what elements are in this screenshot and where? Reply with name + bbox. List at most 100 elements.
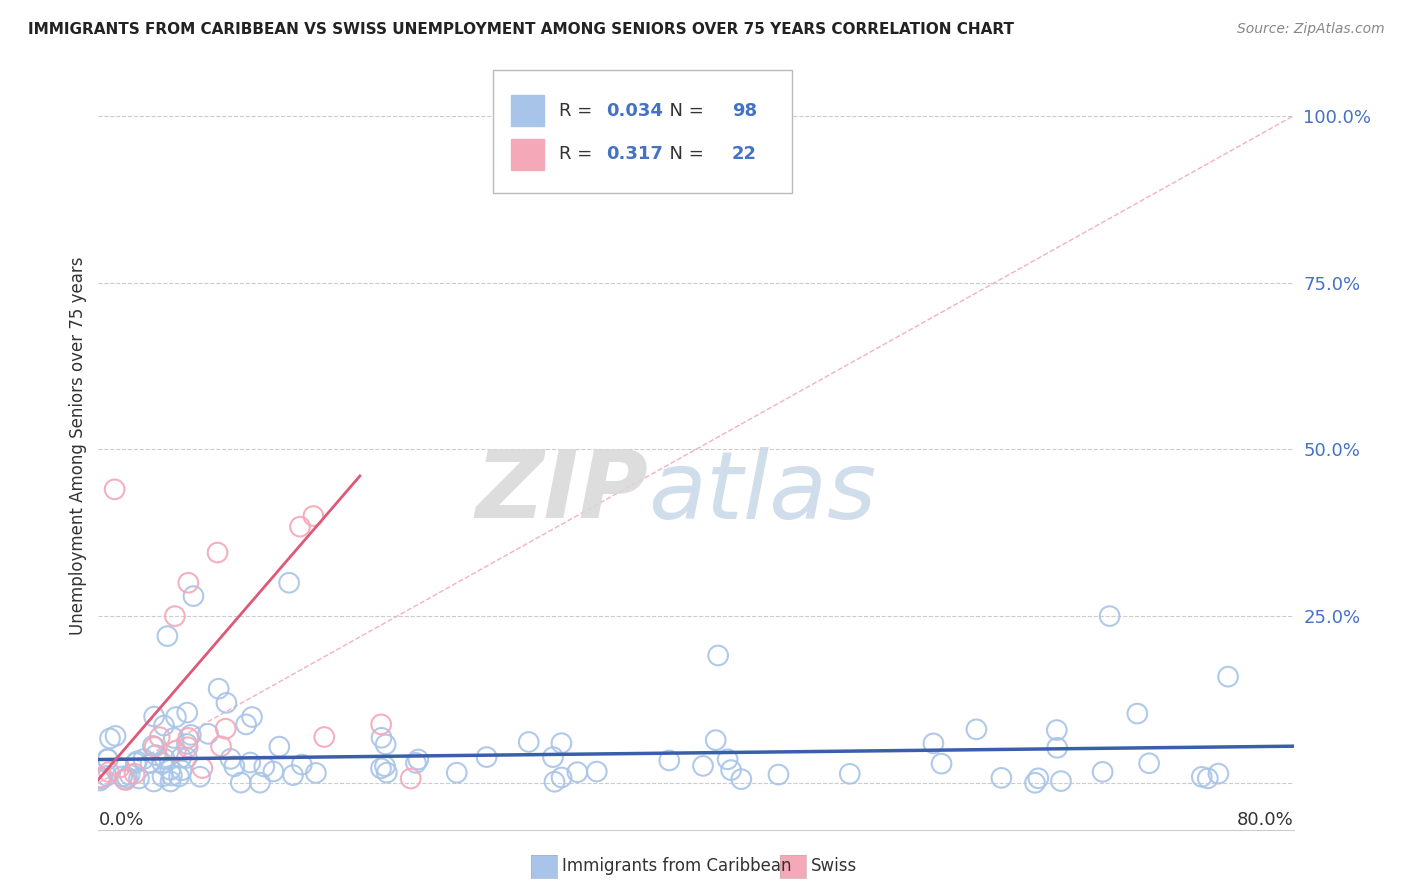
Point (717, 752, 740, 766)
Point (288, 519, 311, 533)
Point (1024, 776, 1046, 790)
Point (176, 706, 198, 720)
Point (1050, 774, 1073, 789)
Text: 80.0%: 80.0% (1237, 811, 1294, 829)
Point (214, 722, 236, 736)
Point (235, 717, 257, 731)
Point (550, 736, 572, 750)
Point (249, 775, 271, 789)
Point (240, 710, 263, 724)
Point (90, 772, 112, 786)
Point (180, 728, 202, 742)
Point (177, 575, 200, 590)
Point (1028, 772, 1050, 786)
Point (1098, 609, 1121, 624)
Point (153, 752, 176, 766)
Point (111, 770, 134, 784)
Point (114, 772, 136, 787)
Point (1126, 706, 1149, 721)
Point (229, 775, 252, 789)
Point (145, 748, 167, 763)
Point (177, 731, 200, 745)
Text: 0.034: 0.034 (606, 102, 664, 120)
Point (1197, 772, 1219, 786)
Point (104, 483, 127, 497)
Point (98, 731, 121, 746)
Point (159, 763, 181, 777)
Text: 0.317: 0.317 (606, 145, 664, 163)
Point (97, 765, 120, 780)
Point (302, 509, 325, 524)
Point (165, 710, 187, 724)
Point (96, 769, 118, 783)
Point (215, 696, 238, 710)
Point (446, 765, 468, 780)
Point (1191, 770, 1213, 784)
Point (838, 767, 860, 781)
Point (108, 760, 131, 774)
Point (89, 773, 111, 788)
Point (1216, 670, 1239, 684)
Point (399, 772, 422, 786)
Point (990, 771, 1012, 785)
Point (176, 740, 198, 755)
Point (707, 648, 730, 663)
Point (142, 774, 165, 789)
Point (314, 730, 336, 744)
Text: Source: ZipAtlas.com: Source: ZipAtlas.com (1237, 22, 1385, 37)
Point (183, 589, 205, 603)
Bar (510, 139, 544, 169)
Point (543, 774, 565, 789)
Point (163, 609, 186, 624)
Point (197, 727, 219, 741)
Point (408, 752, 430, 766)
Point (207, 545, 229, 559)
Point (658, 754, 681, 768)
Text: R =: R = (558, 145, 598, 163)
Point (165, 744, 187, 758)
Point (585, 764, 607, 779)
Point (931, 756, 953, 771)
Point (97, 752, 120, 766)
Point (704, 733, 727, 747)
Point (550, 771, 572, 785)
Point (374, 759, 396, 773)
Point (159, 774, 181, 789)
Point (768, 767, 790, 781)
Text: atlas: atlas (648, 447, 876, 538)
Text: ZIP: ZIP (475, 446, 648, 538)
Point (720, 763, 742, 777)
Point (209, 739, 232, 754)
Text: 22: 22 (733, 145, 756, 163)
Text: IMMIGRANTS FROM CARIBBEAN VS SWISS UNEMPLOYMENT AMONG SENIORS OVER 75 YEARS CORR: IMMIGRANTS FROM CARIBBEAN VS SWISS UNEMP… (28, 22, 1014, 37)
Point (269, 739, 291, 754)
Point (375, 765, 398, 780)
Point (281, 768, 304, 782)
Point (262, 764, 284, 779)
Point (1046, 723, 1069, 737)
Point (90, 770, 112, 784)
Point (139, 756, 162, 770)
Point (1091, 764, 1114, 779)
Point (291, 757, 314, 772)
Point (692, 759, 714, 773)
Point (191, 761, 214, 775)
Text: N =: N = (658, 102, 709, 120)
Point (176, 737, 198, 751)
Point (370, 717, 392, 731)
Point (370, 731, 392, 745)
Point (170, 764, 193, 778)
Point (96, 752, 118, 766)
Point (374, 738, 396, 752)
Point (541, 750, 564, 764)
Point (567, 765, 589, 780)
Point (124, 766, 146, 780)
Point (405, 756, 427, 770)
Point (128, 772, 150, 786)
Point (188, 770, 211, 784)
Point (305, 766, 328, 780)
Point (922, 736, 945, 750)
Text: N =: N = (658, 145, 709, 163)
Point (114, 772, 136, 787)
Point (475, 750, 498, 764)
